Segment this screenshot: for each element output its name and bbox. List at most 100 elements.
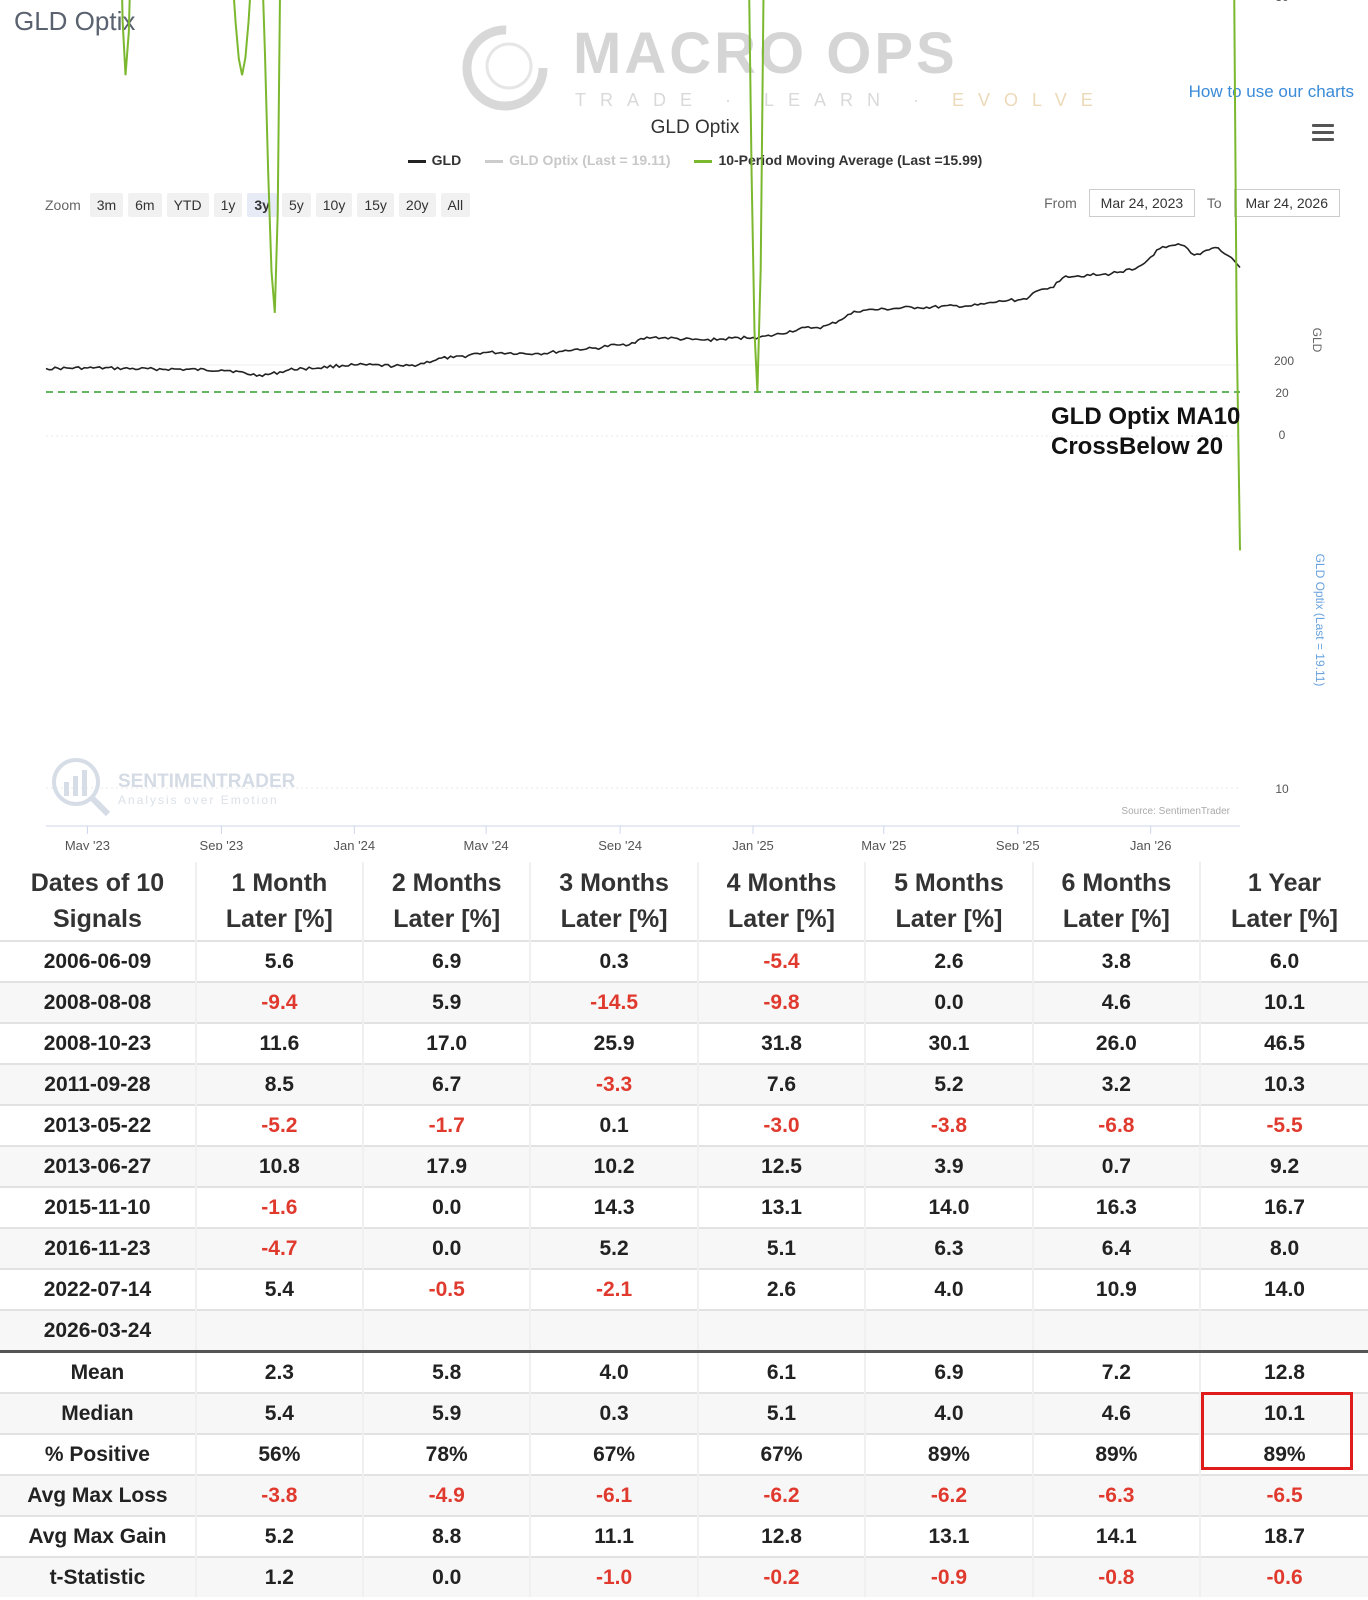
column-header-line: Later [%] (1062, 905, 1170, 933)
table-cell: 11.6 (194, 1022, 363, 1064)
zoom-button-10y[interactable]: 10y (315, 193, 353, 217)
zoom-button-20y[interactable]: 20y (398, 193, 436, 217)
table-cell: 10.3 (1199, 1063, 1368, 1105)
table-cell: 3.8 (1031, 940, 1201, 982)
table-cell: -5.5 (1199, 1104, 1368, 1146)
table-cell: -3.0 (696, 1104, 866, 1146)
table-cell: 6.1 (696, 1350, 866, 1393)
legend-label: 10-Period Moving Average (Last =15.99) (718, 152, 983, 168)
column-header-line: 2 Months (391, 869, 502, 897)
series-line-ma10 (121, 0, 1241, 551)
table-cell: 14.0 (1199, 1268, 1368, 1310)
signal-date: 2013-05-22 (0, 1104, 196, 1146)
zoom-button-3y[interactable]: 3y (247, 193, 277, 217)
zoom-button-15y[interactable]: 15y (357, 193, 394, 217)
from-date-input[interactable]: Mar 24, 2023 (1088, 189, 1196, 217)
chart-legend: GLD GLD Optix (Last = 19.11) 10-Period M… (0, 152, 1368, 168)
table-cell: 5.9 (361, 1392, 531, 1434)
table-cell: 0.3 (529, 940, 698, 982)
column-header[interactable]: 1 Year Later [%] (1199, 862, 1368, 941)
table-cell: 10.9 (1031, 1268, 1201, 1310)
column-header[interactable]: 1 Month Later [%] (194, 862, 363, 941)
legend-item-gld[interactable]: GLD (407, 152, 461, 168)
table-cell: 6.9 (864, 1350, 1033, 1393)
signal-date: 2011-09-28 (0, 1063, 196, 1105)
x-tick-label: Sep '23 (200, 838, 244, 850)
hamburger-menu-icon[interactable] (1312, 124, 1334, 142)
signal-date: 2016-11-23 (0, 1227, 196, 1269)
table-cell (194, 1309, 363, 1352)
table-cell: 4.0 (864, 1268, 1033, 1310)
table-cell: 13.1 (864, 1515, 1033, 1557)
table-cell: 7.2 (1031, 1350, 1201, 1393)
column-header-line: Later [%] (560, 905, 668, 933)
stat-row: Avg Max Gain 5.2 8.8 11.1 12.8 13.1 14.1 18.7 (0, 1515, 1368, 1557)
table-cell: 18.7 (1199, 1515, 1368, 1557)
table-cell: 0.7 (1031, 1145, 1201, 1187)
stat-label: t-Statistic (0, 1556, 196, 1597)
zoom-button-all[interactable]: All (440, 193, 471, 217)
stat-label: Avg Max Gain (0, 1515, 196, 1557)
annotation-line-1: GLD Optix MA10 (1051, 403, 1240, 430)
legend-item-ma10[interactable]: 10-Period Moving Average (Last =15.99) (694, 152, 982, 168)
legend-item-optix[interactable]: GLD Optix (Last = 19.11) (485, 152, 671, 168)
table-cell: 31.8 (696, 1022, 866, 1064)
column-header[interactable]: 6 Months Later [%] (1031, 862, 1201, 941)
watermark-text: SENTIMENTRADER (118, 771, 296, 792)
table-cell: 0.0 (361, 1186, 531, 1228)
table-cell: 30.1 (864, 1022, 1033, 1064)
table-cell: -6.1 (529, 1474, 698, 1516)
column-header[interactable]: 3 Months Later [%] (529, 862, 698, 941)
gld-axis-label: GLD (1310, 328, 1324, 353)
from-label: From (1044, 195, 1077, 211)
zoom-button-ytd[interactable]: YTD (166, 193, 209, 217)
stat-label: % Positive (0, 1433, 196, 1475)
table-cell: -14.5 (529, 981, 698, 1023)
column-header-line: 3 Months (559, 869, 669, 897)
zoom-button-5y[interactable]: 5y (281, 193, 311, 217)
table-cell: 12.8 (696, 1515, 866, 1557)
column-header[interactable]: Dates of 10 Signals (0, 862, 196, 941)
table-row: 2008-10-23 11.6 17.0 25.9 31.8 30.1 26.0 46.5 (0, 1022, 1368, 1064)
table-cell: 2.3 (194, 1350, 363, 1393)
legend-swatch (407, 159, 426, 163)
table-cell: 8.0 (1199, 1227, 1368, 1269)
table-cell: 0.3 (529, 1392, 698, 1434)
zoom-button-1y[interactable]: 1y (213, 193, 243, 217)
column-header[interactable]: 5 Months Later [%] (864, 862, 1033, 941)
table-cell: 2.6 (864, 940, 1033, 982)
x-tick-label: Jan '26 (1130, 838, 1172, 850)
zoom-label: Zoom (45, 197, 81, 213)
x-tick-label: Jan '24 (334, 838, 376, 850)
signal-date: 2026-03-24 (0, 1309, 196, 1352)
table-cell: 6.9 (361, 940, 531, 982)
zoom-button-3m[interactable]: 3m (89, 193, 124, 217)
table-cell: 14.0 (864, 1186, 1033, 1228)
table-cell: 17.9 (361, 1145, 531, 1187)
signal-date: 2008-08-08 (0, 981, 196, 1023)
table-cell: 17.0 (361, 1022, 531, 1064)
table-cell: 5.1 (696, 1392, 866, 1434)
column-header-line: Later [%] (728, 905, 835, 933)
table-cell (1199, 1309, 1368, 1352)
table-cell: -3.8 (194, 1474, 363, 1516)
table-cell: 56% (194, 1433, 363, 1475)
stat-label: Median (0, 1392, 196, 1434)
to-date-input[interactable]: Mar 24, 2026 (1233, 189, 1340, 217)
column-header[interactable]: 4 Months Later [%] (696, 862, 866, 941)
signal-date: 2006-06-09 (0, 940, 196, 982)
x-tick-label: Jan '25 (732, 838, 774, 850)
optix-axis-label: GLD Optix (Last = 19.11) (1313, 554, 1327, 687)
table-cell: -9.4 (194, 981, 363, 1023)
zoom-button-6m[interactable]: 6m (128, 193, 162, 217)
date-range-bar: From Mar 24, 2023 To Mar 24, 2026 (1044, 189, 1340, 217)
how-to-use-charts-link[interactable]: How to use our charts (1188, 82, 1354, 101)
signal-date: 2008-10-23 (0, 1022, 196, 1064)
series-line-gld (45, 243, 1241, 378)
column-header[interactable]: 2 Months Later [%] (361, 862, 531, 941)
table-cell: 5.1 (696, 1227, 866, 1269)
table-cell: 0.0 (361, 1556, 531, 1597)
table-cell: -6.8 (1031, 1104, 1201, 1146)
column-header-line: Signals (52, 905, 142, 933)
table-cell: 2.6 (696, 1268, 866, 1310)
